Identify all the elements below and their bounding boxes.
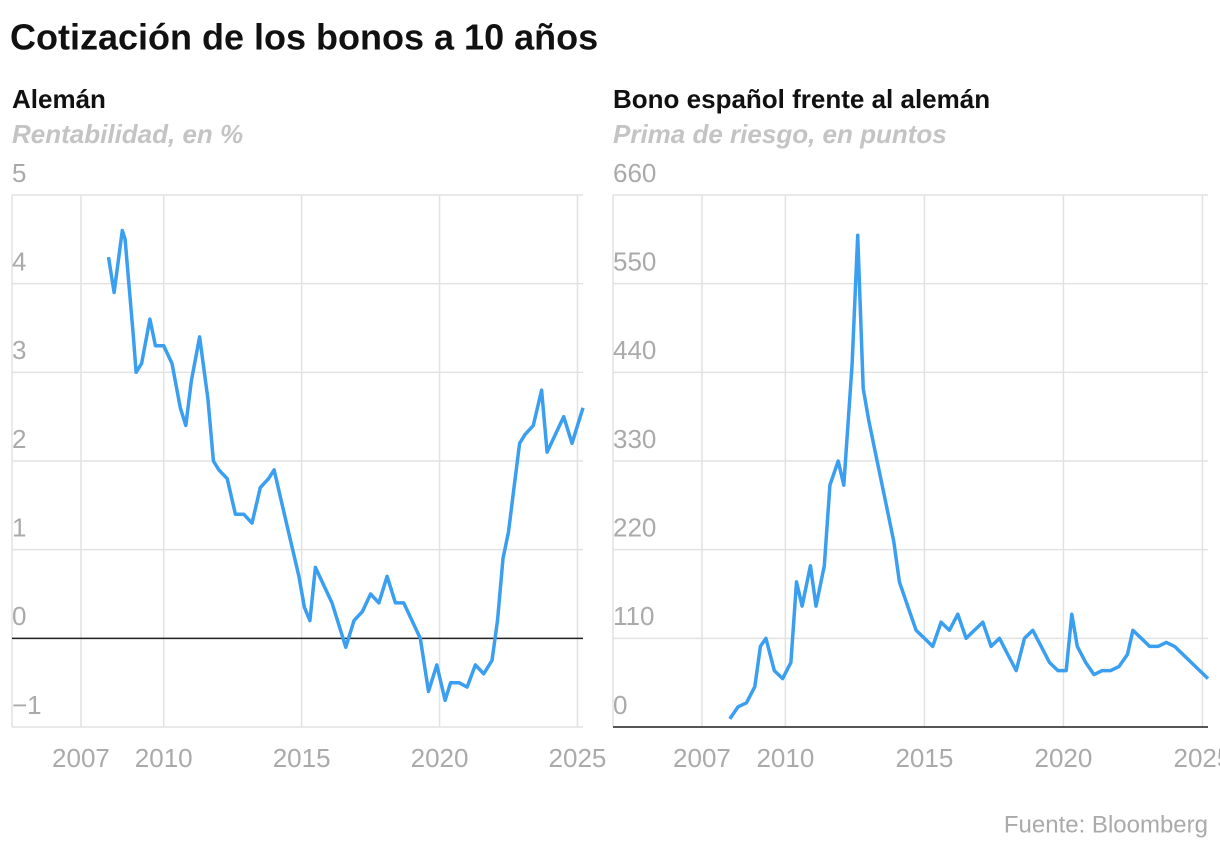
source: Fuente: Bloomberg	[1004, 811, 1208, 838]
chart-title: Alemán	[12, 84, 106, 114]
y-tick-label: −1	[12, 690, 42, 720]
y-tick-label: 0	[12, 601, 26, 631]
page-title: Cotización de los bonos a 10 años	[10, 17, 598, 58]
y-tick-label: 110	[613, 601, 654, 631]
chart-subtitle: Prima de riesgo, en puntos	[613, 119, 947, 149]
y-tick-label: 3	[12, 335, 26, 365]
chart-subtitle: Rentabilidad, en %	[12, 119, 243, 149]
data-line	[728, 233, 1210, 720]
y-tick-label: 660	[613, 158, 656, 188]
x-tick-label: 2010	[756, 743, 814, 773]
x-tick-label: 2015	[895, 743, 953, 773]
x-tick-label: 2025	[1174, 743, 1220, 773]
y-tick-label: 330	[613, 424, 656, 454]
y-tick-label: 1	[12, 513, 26, 543]
y-tick-label: 440	[613, 335, 656, 365]
data-line	[106, 228, 585, 703]
x-tick-label: 2025	[549, 743, 607, 773]
x-tick-label: 2020	[1034, 743, 1092, 773]
chart-title: Bono español frente al alemán	[613, 84, 990, 114]
y-tick-label: 220	[613, 513, 656, 543]
y-tick-label: 2	[12, 424, 26, 454]
x-tick-label: 2007	[52, 743, 110, 773]
y-tick-label: 4	[12, 247, 26, 277]
y-tick-label: 550	[613, 247, 656, 277]
x-tick-label: 2015	[273, 743, 331, 773]
y-tick-label: 5	[12, 158, 26, 188]
y-tick-label: 0	[613, 690, 627, 720]
x-tick-label: 2010	[135, 743, 193, 773]
x-tick-label: 2007	[673, 743, 731, 773]
x-tick-label: 2020	[411, 743, 469, 773]
